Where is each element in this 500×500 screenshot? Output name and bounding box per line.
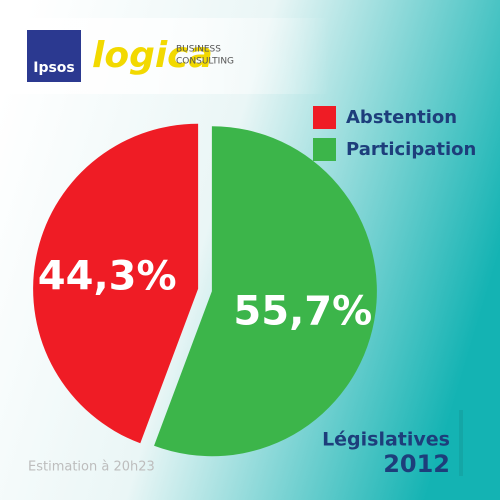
- legend-swatch: [313, 106, 336, 129]
- ipsos-text: Ipsos: [33, 60, 75, 76]
- business-text: BUSINESS: [176, 45, 221, 55]
- legend-label: Participation: [346, 139, 476, 160]
- chart-title: Législatives: [322, 429, 450, 451]
- pie-slice: [33, 123, 199, 444]
- legend-label: Abstention: [346, 107, 457, 128]
- value-label: 55,7%: [233, 289, 372, 335]
- logica-text: logica: [92, 35, 213, 76]
- pie-slice: [154, 126, 377, 457]
- title-bar: [459, 410, 463, 476]
- chart-subtitle: 2012: [383, 450, 450, 478]
- consulting-text: CONSULTING: [176, 57, 234, 67]
- annotation: Estimation à 20h23: [28, 460, 155, 475]
- legend-swatch: [313, 138, 336, 161]
- value-label: 44,3%: [38, 253, 177, 299]
- ipsos-logo: [27, 30, 81, 82]
